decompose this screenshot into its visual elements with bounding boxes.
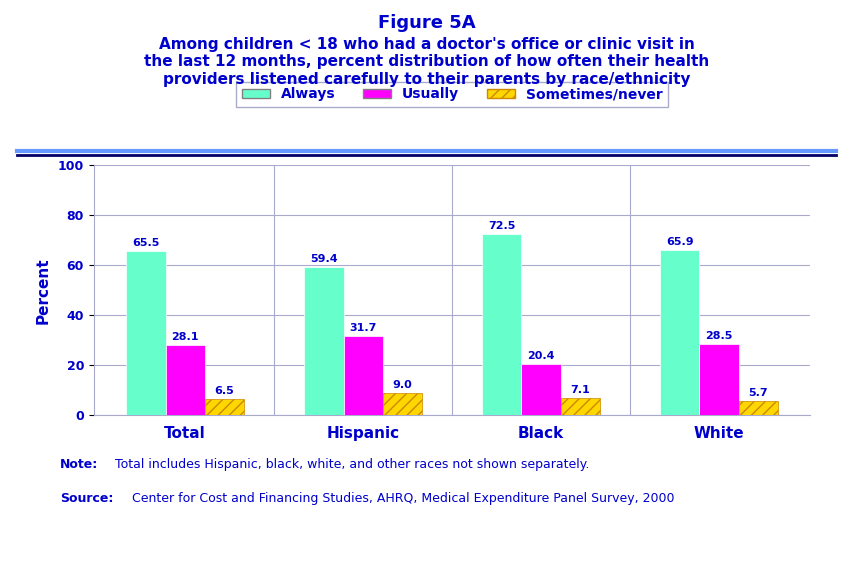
Legend: Always, Usually, Sometimes/never: Always, Usually, Sometimes/never (236, 82, 667, 107)
Text: 59.4: 59.4 (310, 254, 337, 263)
Text: 28.5: 28.5 (705, 331, 732, 341)
Text: Note:: Note: (60, 458, 98, 471)
Bar (659, 250, 699, 415)
Text: 9.0: 9.0 (392, 380, 412, 390)
Bar (738, 401, 777, 415)
Text: Figure 5A: Figure 5A (377, 14, 475, 32)
Bar (481, 234, 521, 415)
Text: Total includes Hispanic, black, white, and other races not shown separately.: Total includes Hispanic, black, white, a… (115, 458, 589, 471)
Text: 72.5: 72.5 (487, 221, 515, 231)
Y-axis label: Percent: Percent (36, 257, 51, 324)
Text: 28.1: 28.1 (171, 332, 199, 342)
Text: Center for Cost and Financing Studies, AHRQ, Medical Expenditure Panel Survey, 2: Center for Cost and Financing Studies, A… (132, 492, 674, 505)
Bar (521, 364, 560, 415)
Bar (383, 393, 422, 415)
Bar (126, 251, 165, 415)
Bar (165, 345, 204, 415)
Text: Source:: Source: (60, 492, 113, 505)
Text: 20.4: 20.4 (527, 351, 554, 361)
Text: 65.9: 65.9 (665, 237, 693, 248)
Bar (560, 398, 599, 415)
Bar (343, 336, 383, 415)
Text: 31.7: 31.7 (349, 323, 377, 333)
Bar (304, 267, 343, 415)
Text: 65.5: 65.5 (132, 238, 159, 249)
Bar (699, 344, 738, 415)
Text: Among children < 18 who had a doctor's office or clinic visit in
the last 12 mon: Among children < 18 who had a doctor's o… (144, 37, 708, 87)
Bar (204, 399, 244, 415)
Text: 7.1: 7.1 (570, 385, 590, 394)
Text: 6.5: 6.5 (214, 386, 234, 396)
Text: 5.7: 5.7 (747, 388, 767, 398)
